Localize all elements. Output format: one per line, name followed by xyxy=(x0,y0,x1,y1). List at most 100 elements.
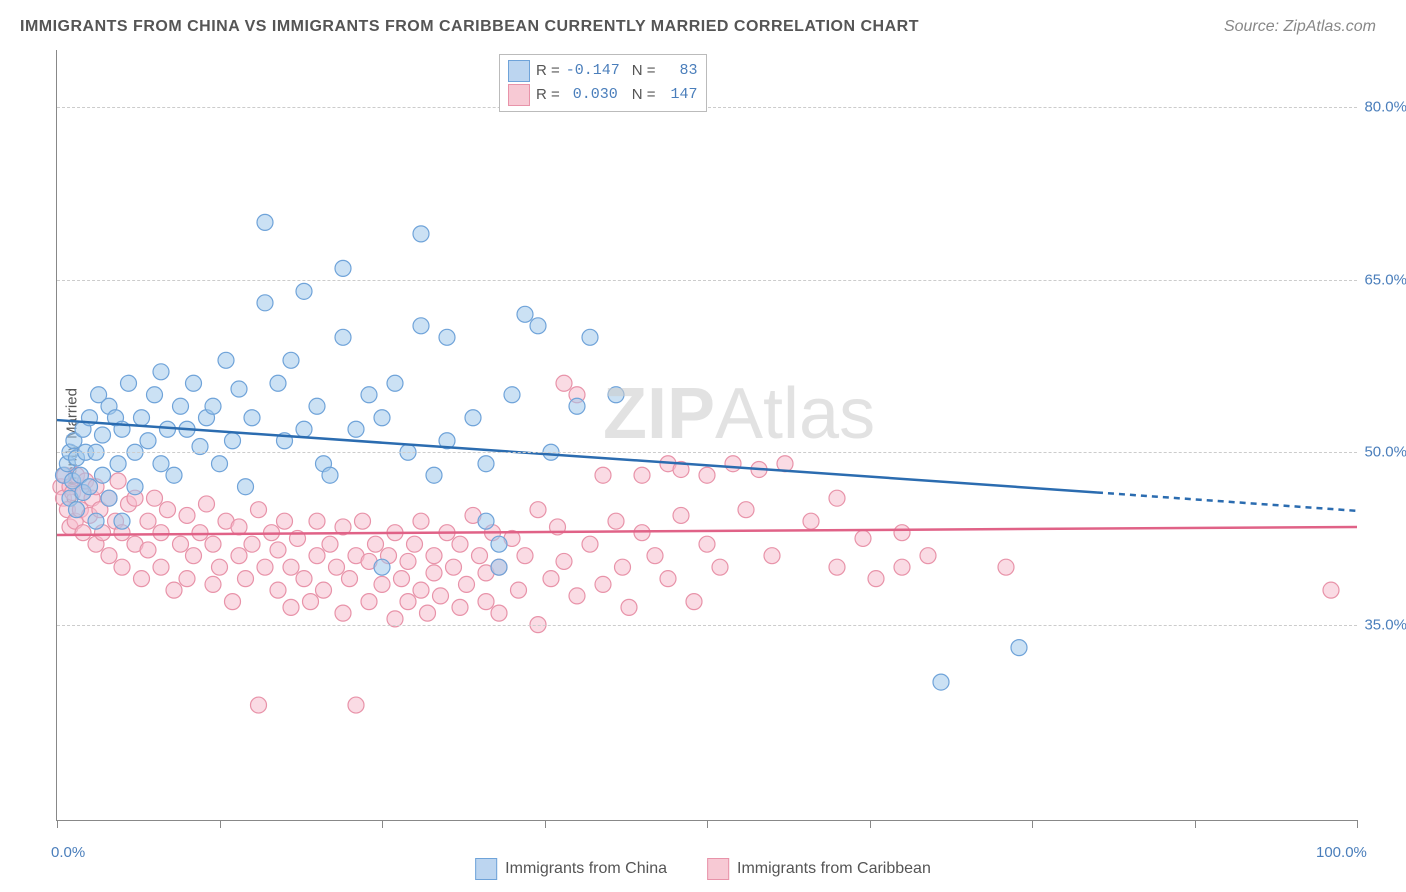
caribbean-point xyxy=(413,582,429,598)
china-trendline xyxy=(57,420,1097,492)
china-point xyxy=(69,502,85,518)
caribbean-point xyxy=(478,594,494,610)
caribbean-point xyxy=(582,536,598,552)
legend-stats-row: R =0.030N =147 xyxy=(508,83,698,107)
caribbean-point xyxy=(894,559,910,575)
china-point xyxy=(309,398,325,414)
caribbean-point xyxy=(205,536,221,552)
caribbean-point xyxy=(147,490,163,506)
china-point xyxy=(426,467,442,483)
china-point xyxy=(238,479,254,495)
china-point xyxy=(933,674,949,690)
caribbean-point xyxy=(855,530,871,546)
caribbean-point xyxy=(114,559,130,575)
caribbean-point xyxy=(277,513,293,529)
china-point xyxy=(491,536,507,552)
china-point xyxy=(134,410,150,426)
caribbean-point xyxy=(251,502,267,518)
caribbean-point xyxy=(110,473,126,489)
caribbean-point xyxy=(153,559,169,575)
caribbean-point xyxy=(673,507,689,523)
caribbean-point xyxy=(699,536,715,552)
china-point xyxy=(491,559,507,575)
caribbean-point xyxy=(634,525,650,541)
caribbean-point xyxy=(212,559,228,575)
china-point xyxy=(218,352,234,368)
china-point xyxy=(121,375,137,391)
china-point xyxy=(88,513,104,529)
caribbean-point xyxy=(595,467,611,483)
caribbean-point xyxy=(511,582,527,598)
china-point xyxy=(212,456,228,472)
caribbean-point xyxy=(173,536,189,552)
china-point xyxy=(1011,640,1027,656)
caribbean-point xyxy=(634,467,650,483)
caribbean-point xyxy=(296,571,312,587)
china-point xyxy=(387,375,403,391)
caribbean-point xyxy=(426,548,442,564)
gridline xyxy=(57,280,1357,281)
n-label: N = xyxy=(632,59,656,83)
source-name: ZipAtlas.com xyxy=(1284,18,1376,35)
r-label: R = xyxy=(536,83,560,107)
caribbean-point xyxy=(712,559,728,575)
caribbean-point xyxy=(407,536,423,552)
china-point xyxy=(335,329,351,345)
legend-item: Immigrants from Caribbean xyxy=(707,858,931,880)
china-point xyxy=(413,318,429,334)
caribbean-point xyxy=(829,490,845,506)
plot-area: ZIPAtlas 35.0%50.0%65.0%80.0%R =-0.147N … xyxy=(56,50,1357,821)
china-point xyxy=(257,214,273,230)
caribbean-point xyxy=(920,548,936,564)
china-point xyxy=(231,381,247,397)
x-axis-min-label: 0.0% xyxy=(51,844,85,861)
caribbean-point xyxy=(368,536,384,552)
caribbean-point xyxy=(355,513,371,529)
caribbean-point xyxy=(491,605,507,621)
y-tick-label: 65.0% xyxy=(1347,271,1406,288)
china-point xyxy=(166,467,182,483)
caribbean-point xyxy=(647,548,663,564)
caribbean-point xyxy=(179,571,195,587)
legend-swatch xyxy=(508,60,530,82)
r-value: -0.147 xyxy=(566,59,618,83)
caribbean-point xyxy=(803,513,819,529)
caribbean-point xyxy=(75,525,91,541)
caribbean-point xyxy=(621,599,637,615)
caribbean-point xyxy=(316,582,332,598)
caribbean-point xyxy=(446,559,462,575)
x-tick xyxy=(1357,820,1358,828)
caribbean-point xyxy=(452,536,468,552)
gridline xyxy=(57,107,1357,108)
caribbean-point xyxy=(738,502,754,518)
china-point xyxy=(140,433,156,449)
caribbean-point xyxy=(283,599,299,615)
china-point xyxy=(114,513,130,529)
caribbean-point xyxy=(140,542,156,558)
caribbean-point xyxy=(309,548,325,564)
caribbean-point xyxy=(595,576,611,592)
legend-swatch xyxy=(475,858,497,880)
china-point xyxy=(244,410,260,426)
caribbean-point xyxy=(459,576,475,592)
china-point xyxy=(374,559,390,575)
caribbean-point xyxy=(101,548,117,564)
china-point xyxy=(101,490,117,506)
caribbean-point xyxy=(608,513,624,529)
caribbean-point xyxy=(153,525,169,541)
caribbean-point xyxy=(556,553,572,569)
caribbean-point xyxy=(556,375,572,391)
x-tick xyxy=(707,820,708,828)
caribbean-point xyxy=(160,502,176,518)
x-axis-max-label: 100.0% xyxy=(1316,844,1367,861)
china-point xyxy=(257,295,273,311)
china-point xyxy=(82,479,98,495)
caribbean-point xyxy=(309,513,325,529)
caribbean-point xyxy=(134,571,150,587)
china-point xyxy=(517,306,533,322)
caribbean-point xyxy=(433,588,449,604)
caribbean-point xyxy=(329,559,345,575)
r-value: 0.030 xyxy=(566,83,618,107)
x-tick xyxy=(870,820,871,828)
caribbean-point xyxy=(205,576,221,592)
